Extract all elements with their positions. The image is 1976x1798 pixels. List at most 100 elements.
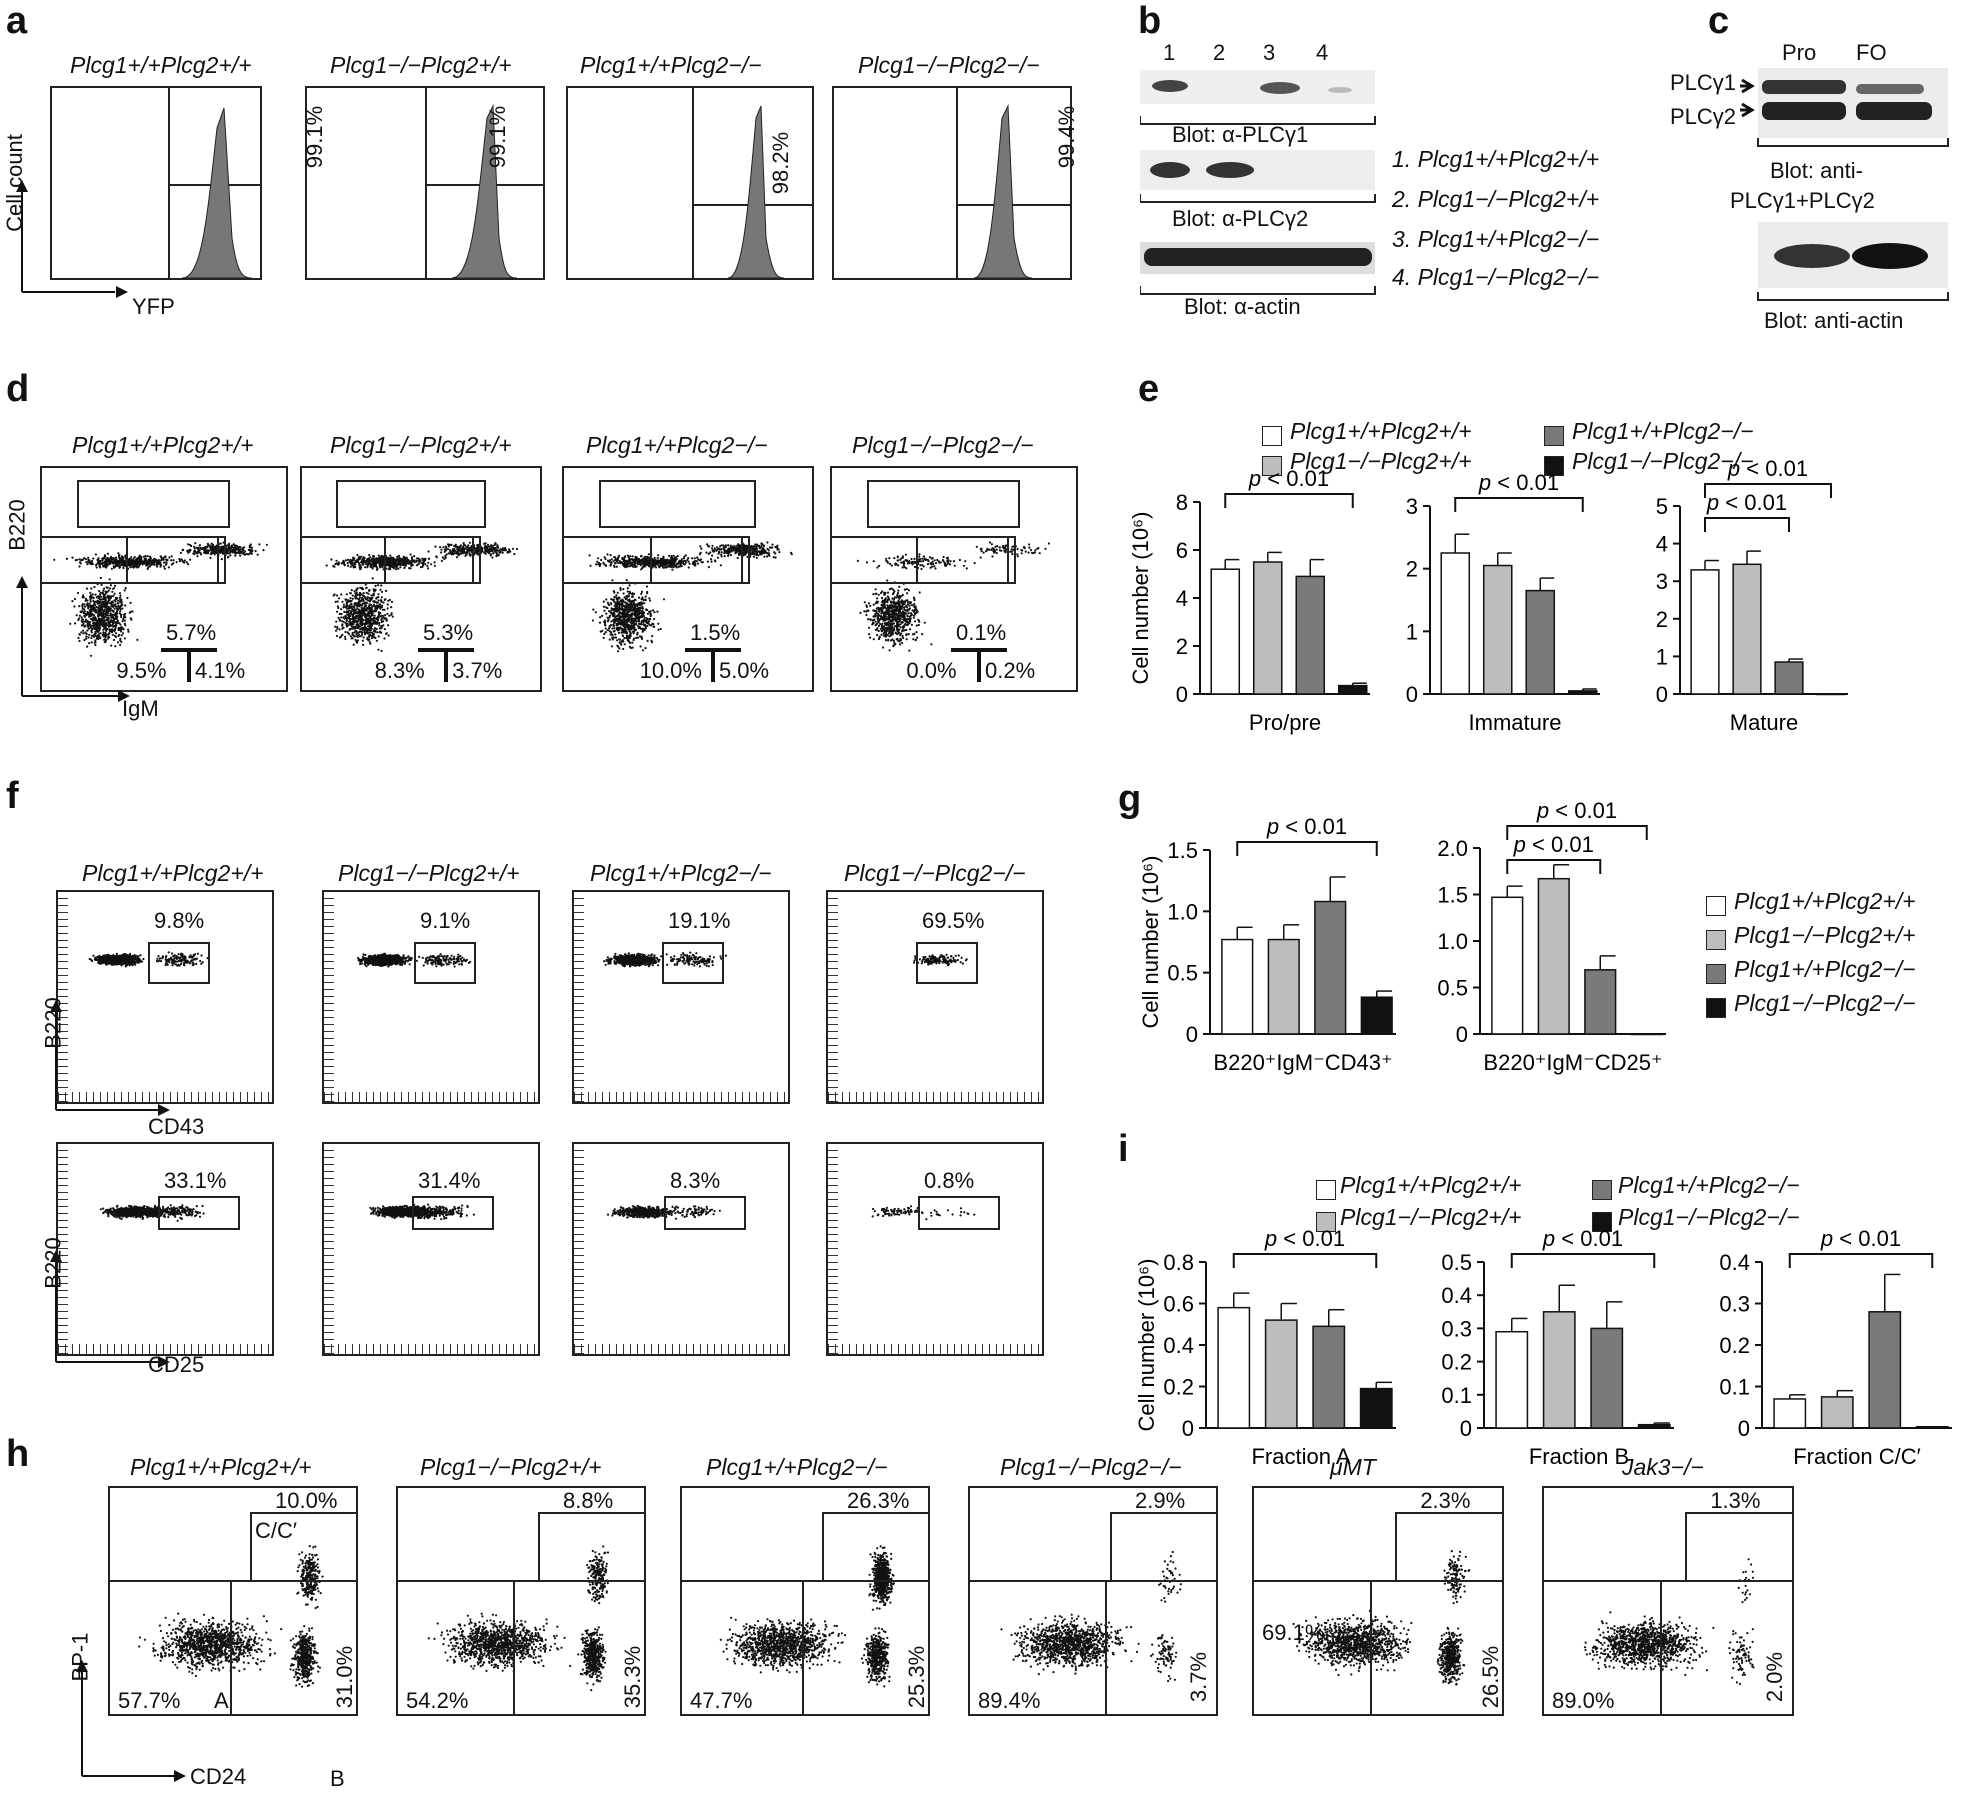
legend-swatch xyxy=(1706,930,1726,950)
legend-swatch xyxy=(1706,896,1726,916)
facs-plot: 8.8% 54.2% 35.3% xyxy=(396,1486,646,1716)
y-tick-label: 1.0 xyxy=(1437,929,1468,954)
genotype-label: Jak3−/− xyxy=(1622,1454,1704,1481)
significance-bracket xyxy=(1704,517,1790,532)
p-value-label: p < 0.01 xyxy=(1266,814,1347,839)
y-tick-label: 0.2 xyxy=(1719,1333,1750,1358)
histogram-plot: 98.2% xyxy=(566,86,814,280)
x-axis-label: CD25 xyxy=(148,1352,204,1378)
y-tick-label: 0.4 xyxy=(1163,1333,1194,1358)
legend-label: Plcg1−/−Plcg2−/− xyxy=(1734,990,1916,1017)
lane-label: 2 xyxy=(1213,40,1225,66)
gate-box xyxy=(1395,1512,1504,1582)
p-value-label: p < 0.01 xyxy=(1820,1226,1901,1251)
y-tick-label: 1 xyxy=(1656,644,1668,669)
gate-box xyxy=(76,480,231,528)
gate-line xyxy=(230,1580,232,1714)
genotype-label: Plcg1−/−Plcg2−/− xyxy=(852,432,1034,459)
percent-right: 4.1% xyxy=(195,658,245,684)
significance-bracket xyxy=(1788,1253,1934,1268)
percent-left: 57.7% xyxy=(118,1688,180,1714)
percent-left: 69.1% xyxy=(1262,1620,1324,1646)
gate-line xyxy=(110,1580,356,1582)
facs-plot: 69.5% xyxy=(826,890,1044,1104)
genotype-label: Plcg1−/−Plcg2−/− xyxy=(844,860,1026,887)
percent-left: 89.4% xyxy=(978,1688,1040,1714)
facs-plot: 2.3% 69.1% 26.5% xyxy=(1252,1486,1504,1716)
facs-plot: 26.3% 47.7% 25.3% xyxy=(680,1486,930,1716)
axis-arrow xyxy=(50,1000,170,1116)
facs-plot: 1.3% 89.0% 2.0% xyxy=(1542,1486,1794,1716)
facs-plot: 9.8% xyxy=(56,890,274,1104)
gate-label-b: B xyxy=(330,1766,345,1792)
gate-box xyxy=(866,480,1021,528)
p-value-label: p < 0.01 xyxy=(1542,1226,1623,1251)
y-tick-label: 0.3 xyxy=(1441,1316,1472,1341)
percent-top: 0.1% xyxy=(956,620,1006,646)
gate-label-a: A xyxy=(214,1688,229,1714)
facs-plot: 10.0% 57.7% 31.0% C/C′ A xyxy=(108,1486,358,1716)
legend-label: Plcg1+/+Plcg2+/+ xyxy=(1290,418,1472,445)
y-tick-label: 0.1 xyxy=(1441,1383,1472,1408)
facs-plot: 31.4% xyxy=(322,1142,540,1356)
p-value-label: p < 0.01 xyxy=(1706,490,1787,515)
x-axis-label: Fraction B xyxy=(1529,1444,1629,1469)
significance-bracket xyxy=(1506,825,1648,840)
y-axis-label: Cell number (10⁶) xyxy=(1128,512,1153,685)
blot-images xyxy=(1140,70,1376,295)
x-axis-label: Fraction C/C′ xyxy=(1793,1444,1921,1469)
y-tick-label: 0.5 xyxy=(1167,961,1198,986)
panel-label-i: i xyxy=(1118,1128,1129,1171)
gate-divider xyxy=(444,648,449,682)
significance-bracket xyxy=(1232,1253,1378,1268)
blot-label: Blot: anti-actin xyxy=(1764,308,1903,334)
lane-label: FO xyxy=(1856,40,1887,66)
y-tick-label: 0 xyxy=(1460,1416,1472,1441)
gate-box xyxy=(649,536,751,584)
percent-left: 0.0% xyxy=(906,658,956,684)
bar xyxy=(1267,938,1300,1035)
facs-plot: 0.8% xyxy=(826,1142,1044,1356)
bar xyxy=(1820,1396,1854,1429)
y-tick-label: 0 xyxy=(1456,1022,1468,1047)
legend-label: Plcg1−/−Plcg2+/+ xyxy=(1734,922,1916,949)
genotype-label: Plcg1−/−Plcg2+/+ xyxy=(420,1454,602,1481)
percent-label: 31.4% xyxy=(418,1168,480,1194)
p-value-label: p < 0.01 xyxy=(1513,832,1594,857)
legend-swatch xyxy=(1544,456,1564,476)
legend-label: Plcg1−/−Plcg2−/− xyxy=(1618,1204,1800,1231)
bar xyxy=(1590,1327,1624,1429)
genotype-label: Plcg1+/+Plcg2−/− xyxy=(706,1454,888,1481)
bar xyxy=(1221,938,1254,1035)
bar xyxy=(1359,1387,1393,1429)
legend-swatch xyxy=(1262,456,1282,476)
axis-arrow xyxy=(76,1660,186,1782)
band-label: PLCγ2 xyxy=(1670,104,1736,130)
gate-box xyxy=(918,1196,1000,1230)
p-value-label: p < 0.01 xyxy=(1248,466,1329,491)
bar xyxy=(1491,896,1524,1035)
bar xyxy=(1525,589,1556,695)
axis-arrow xyxy=(16,180,128,298)
bar xyxy=(1630,1033,1663,1036)
panel-label-a: a xyxy=(6,0,27,43)
legend-label: Plcg1+/+Plcg2−/− xyxy=(1618,1172,1800,1199)
percent-top: 10.0% xyxy=(275,1488,337,1514)
y-tick-label: 5 xyxy=(1656,494,1668,519)
genotype-label: Plcg1−/−Plcg2+/+ xyxy=(338,860,520,887)
percent-right: 5.0% xyxy=(719,658,769,684)
y-tick-label: 0.1 xyxy=(1719,1375,1750,1400)
bar xyxy=(1360,996,1393,1035)
percent-label: 0.8% xyxy=(924,1168,974,1194)
panel-label-e: e xyxy=(1138,368,1159,411)
gate-line xyxy=(682,1580,928,1582)
y-tick-label: 0 xyxy=(1738,1416,1750,1441)
x-axis-label: IgM xyxy=(122,696,159,722)
y-tick-label: 1.5 xyxy=(1167,838,1198,863)
y-tick-label: 2 xyxy=(1406,557,1418,582)
x-axis-label: B220⁺IgM⁻CD43⁺ xyxy=(1213,1050,1392,1075)
facs-plot: 33.1% xyxy=(56,1142,274,1356)
gate-box xyxy=(250,1512,358,1582)
gate-line xyxy=(398,1580,644,1582)
gate-box xyxy=(664,1196,746,1230)
